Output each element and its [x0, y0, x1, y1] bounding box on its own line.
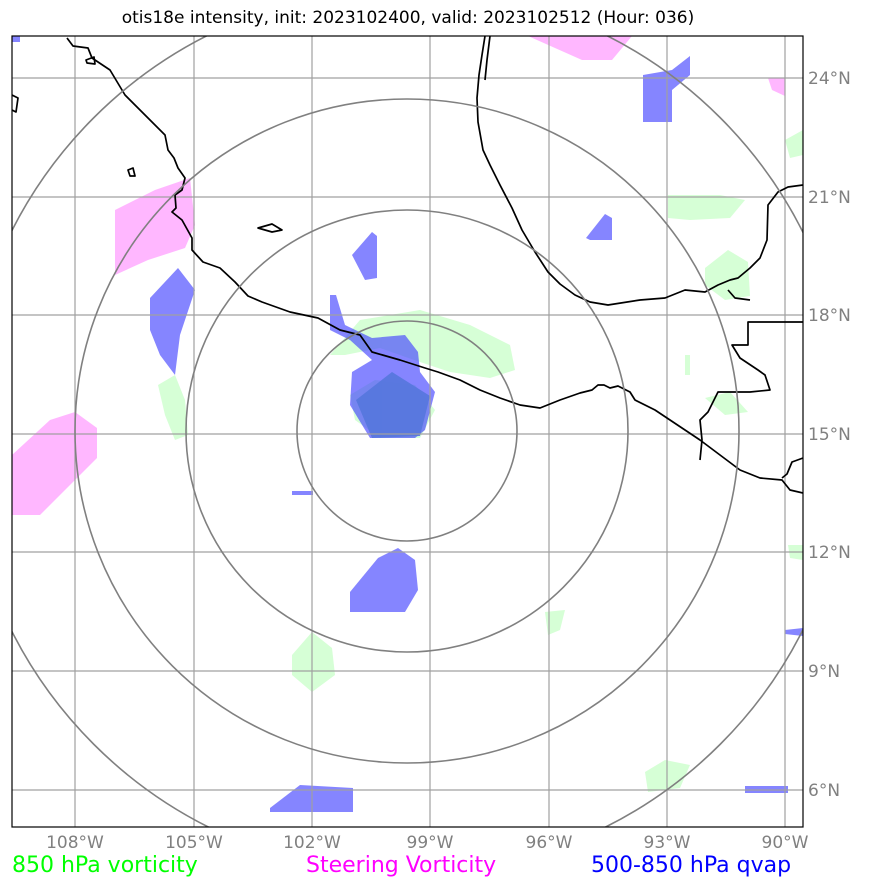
- lat-tick-labels: 24°N 21°N 18°N 15°N 12°N 9°N 6°N: [808, 69, 851, 801]
- lon-tick: 108°W: [46, 833, 104, 853]
- lon-tick: 96°W: [526, 833, 573, 853]
- lat-tick: 21°N: [808, 188, 851, 208]
- lon-tick: 90°W: [762, 833, 809, 853]
- lat-lon-grid: [12, 36, 803, 827]
- lon-tick: 93°W: [644, 833, 691, 853]
- coastline: [12, 36, 803, 494]
- lat-tick: 9°N: [808, 662, 840, 682]
- legend-850-vorticity: 850 hPa vorticity: [12, 853, 198, 878]
- vorticity-850-fields: [158, 130, 803, 792]
- legend-steering-vorticity: Steering Vorticity: [306, 853, 497, 878]
- lon-tick: 105°W: [165, 833, 223, 853]
- lon-tick: 99°W: [407, 833, 454, 853]
- map-frame: [11, 35, 804, 828]
- lon-tick: 102°W: [283, 833, 341, 853]
- overlap-core: [356, 372, 430, 438]
- range-rings: [12, 36, 803, 827]
- legend-qvap: 500-850 hPa qvap: [591, 853, 792, 878]
- lat-tick: 24°N: [808, 69, 851, 89]
- lat-tick: 12°N: [808, 543, 851, 563]
- lat-tick: 15°N: [808, 425, 851, 445]
- lat-tick: 6°N: [808, 781, 840, 801]
- lat-tick: 18°N: [808, 306, 851, 326]
- map-title: otis18e intensity, init: 2023102400, val…: [121, 8, 695, 28]
- lon-tick-labels: 108°W 105°W 102°W 99°W 96°W 93°W 90°W: [46, 833, 809, 853]
